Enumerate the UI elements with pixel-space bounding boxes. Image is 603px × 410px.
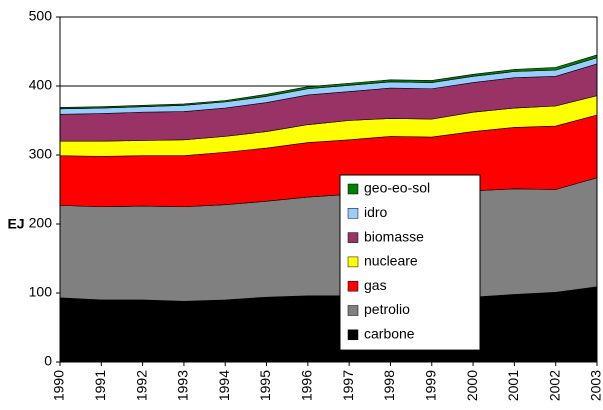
legend-label: nucleare [364, 253, 418, 269]
x-tick-label: 2003 [588, 370, 603, 401]
legend-label: carbone [364, 326, 415, 342]
x-tick-label: 1998 [381, 370, 397, 401]
y-tick-label: 500 [29, 8, 53, 24]
legend-label: idro [364, 204, 388, 220]
x-tick-label: 1997 [340, 370, 356, 401]
legend-swatch [347, 329, 359, 341]
legend-swatch [347, 305, 359, 316]
legend-swatch [347, 183, 359, 195]
plot-frame [59, 16, 598, 363]
y-tick-label: 200 [29, 215, 53, 231]
x-tick-label: 2000 [464, 370, 480, 401]
legend-swatch [347, 280, 359, 292]
y-tick-label: 300 [29, 146, 53, 162]
y-tick-label: 0 [44, 353, 52, 369]
y-tick-label: 100 [29, 284, 53, 300]
x-tick-label: 1993 [175, 370, 191, 401]
legend-label: petrolio [364, 301, 410, 317]
x-tick-label: 2001 [505, 370, 521, 401]
x-tick-label: 1995 [257, 370, 273, 401]
x-tick-label: 1999 [422, 370, 438, 401]
legend-swatch [347, 232, 359, 243]
y-tick-label: 400 [29, 77, 53, 93]
x-tick-label: 1991 [92, 370, 108, 401]
y-axis-label: EJ [7, 216, 24, 232]
legend-swatch [347, 256, 359, 268]
x-tick-label: 1992 [133, 370, 149, 401]
x-tick-label: 2002 [546, 370, 562, 401]
legend-label: geo-eo-sol [364, 180, 430, 196]
x-tick-label: 1990 [51, 370, 67, 401]
legend-box [339, 174, 481, 351]
x-tick-label: 1996 [299, 370, 315, 401]
legend-label: biomasse [364, 228, 424, 244]
x-tick-label: 1994 [216, 370, 232, 401]
legend-label: gas [364, 277, 387, 293]
legend-swatch [347, 208, 359, 219]
